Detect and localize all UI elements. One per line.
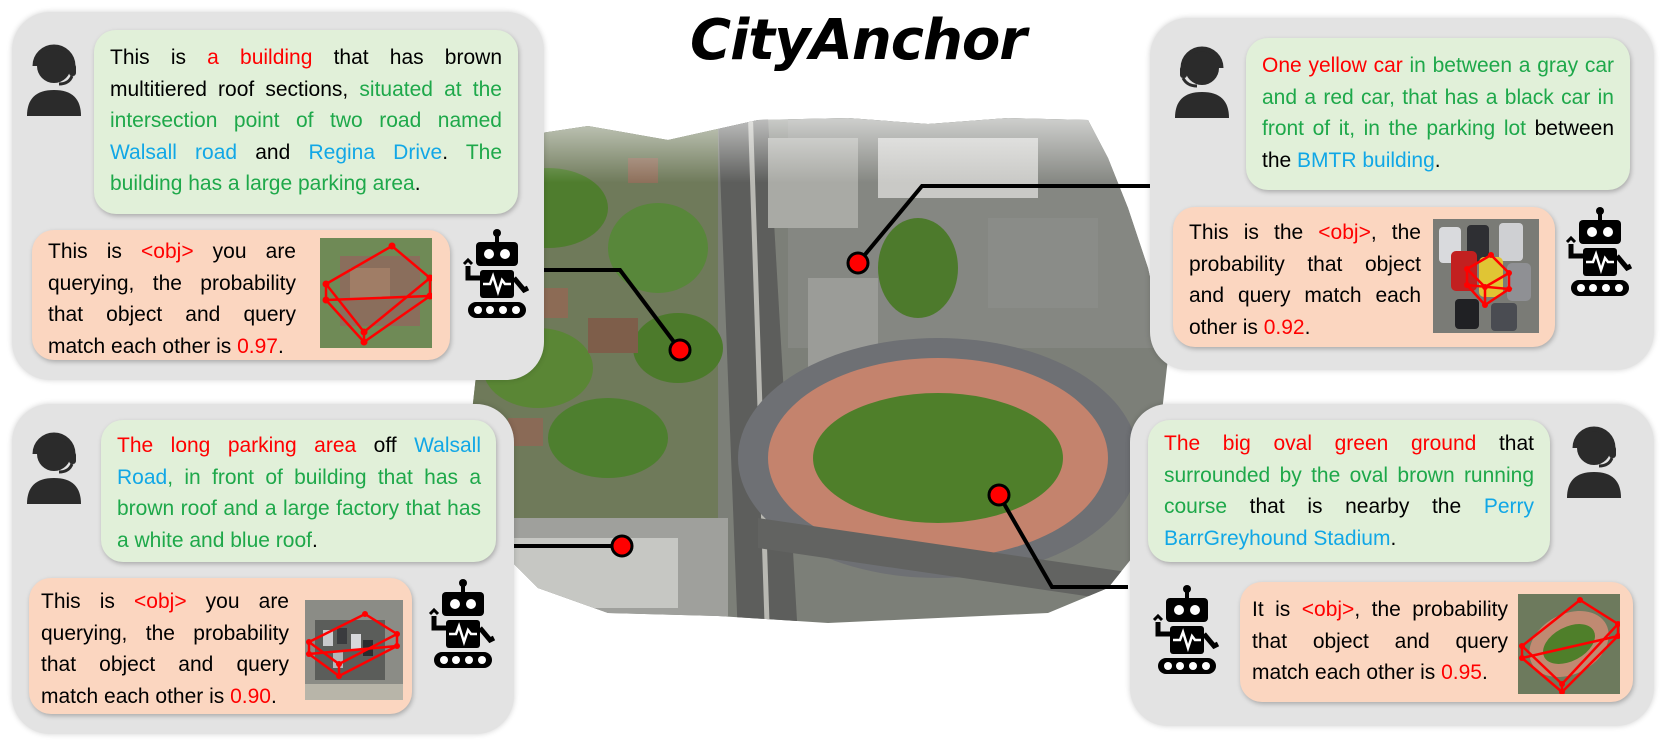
answer-text-plain: This is the [1189, 221, 1319, 244]
target-object-phrase: The big oval green ground [1164, 432, 1477, 455]
answer-text-plain: . [270, 684, 277, 708]
query-text-plain: between the [1262, 117, 1615, 172]
answer-text-plain: , the probability that object and query … [1252, 598, 1508, 684]
robot-icon [1565, 207, 1633, 296]
answer-text-plain: It is [1252, 598, 1302, 621]
figure-title: CityAnchor [690, 8, 1027, 73]
answer-text-plain: . [1481, 661, 1488, 684]
user-headset-icon [1567, 426, 1621, 498]
landmark-name: Perry BarrGreyhound Stadium [1164, 495, 1534, 550]
object-thumbnail-car [1433, 219, 1539, 333]
user-headset-icon [27, 432, 81, 504]
match-probability: 0.95 [1441, 661, 1482, 684]
spatial-relation-phrase: in between a gray car and a red car, tha… [1262, 54, 1614, 140]
answer-bubble-top-left: This is <obj> you are querying, the prob… [32, 230, 450, 360]
match-probability: 0.97 [237, 334, 278, 358]
query-bubble-bottom-right: The big oval green ground that surrounde… [1148, 420, 1550, 562]
match-probability: 0.90 [230, 684, 271, 708]
answer-text-plain: . [277, 334, 284, 358]
object-token: <obj> [141, 240, 194, 263]
landmark-name: Walsall Road [117, 434, 481, 489]
object-thumbnail-building [320, 238, 432, 348]
query-text-plain: off [356, 434, 415, 457]
landmark-name: Walsall road [110, 140, 238, 164]
answer-text-plain: This is [41, 590, 135, 613]
aerial-city-map [468, 118, 1168, 623]
object-token: <obj> [134, 590, 187, 613]
robot-icon [462, 229, 530, 318]
answer-text: This is <obj> you are querying, the prob… [48, 236, 296, 362]
query-bubble-bottom-left: The long parking area off Walsall Road, … [101, 420, 496, 562]
object-thumbnail-parking [305, 600, 403, 700]
query-text-plain: . [1434, 148, 1441, 172]
match-probability: 0.92 [1263, 315, 1305, 339]
landmark-name: Regina Drive [308, 140, 443, 164]
query-bubble-top-left: This is a building that has brown multit… [94, 30, 518, 214]
answer-text-plain: you are querying, the probability that o… [41, 590, 289, 708]
query-text-plain: This is [110, 46, 208, 69]
answer-text-plain: . [1304, 315, 1311, 339]
query-text-plain: . [1390, 526, 1397, 550]
query-text-plain: . [414, 172, 421, 195]
query-text-plain: that has brown multitiered roof sections… [110, 46, 502, 101]
query-text: This is a building that has brown multit… [110, 42, 502, 200]
answer-bubble-bottom-right: It is <obj>, the probability that object… [1240, 582, 1633, 702]
answer-text: It is <obj>, the probability that object… [1252, 594, 1508, 689]
attribute-phrase: The building has a large parking area [110, 140, 502, 196]
spatial-relation-phrase: , in front of building that has a brown … [117, 465, 481, 552]
query-bubble-top-right: One yellow car in between a gray car and… [1246, 38, 1630, 190]
object-token: <obj> [1301, 598, 1355, 621]
object-thumbnail-stadium [1518, 594, 1620, 694]
query-text-plain: that is nearby the [1227, 495, 1484, 518]
query-text-plain: and [237, 140, 309, 164]
robot-icon [428, 579, 496, 668]
query-text: One yellow car in between a gray car and… [1262, 50, 1614, 176]
answer-bubble-top-right: This is the <obj>, the probability that … [1173, 207, 1555, 347]
answer-text: This is the <obj>, the probability that … [1189, 217, 1421, 343]
query-text-plain: . [442, 140, 466, 164]
query-text: The big oval green ground that surrounde… [1164, 428, 1534, 554]
answer-text: This is <obj> you are querying, the prob… [41, 586, 289, 712]
user-headset-icon [1175, 46, 1229, 118]
target-object-phrase: a building [207, 46, 313, 69]
user-headset-icon [27, 44, 81, 116]
object-token: <obj> [1318, 221, 1371, 244]
query-text-plain: that [1476, 432, 1534, 455]
robot-icon [1152, 585, 1220, 674]
spatial-relation-phrase: situated at the intersection point of tw… [110, 77, 502, 133]
query-text-plain: . [311, 528, 318, 552]
answer-text-plain: you are querying, the probability that o… [48, 240, 296, 358]
target-object-phrase: One yellow car [1262, 54, 1403, 77]
answer-bubble-bottom-left: This is <obj> you are querying, the prob… [29, 578, 412, 714]
spatial-relation-phrase: surrounded by the oval brown running cou… [1164, 463, 1534, 519]
answer-text-plain: , the probability that object and query … [1189, 221, 1421, 339]
landmark-name: BMTR building [1297, 148, 1435, 172]
query-text: The long parking area off Walsall Road, … [117, 430, 481, 556]
target-object-phrase: The long parking area [117, 434, 357, 457]
answer-text-plain: This is [48, 240, 142, 263]
